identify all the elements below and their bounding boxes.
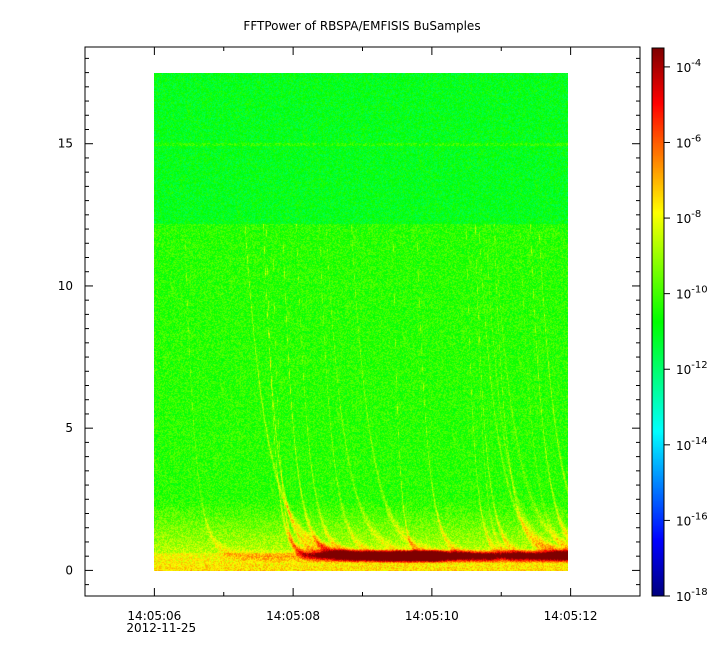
- chart-title: FFTPower of RBSPA/EMFISIS BuSamples: [243, 19, 480, 33]
- colorbar-tick-label: 10-10: [676, 285, 708, 302]
- x-tick-label: 14:05:10: [405, 609, 459, 623]
- colorbar-tick-label: 10-6: [676, 133, 701, 150]
- colorbar-axis: 10-18 10-16 10-14 10-12 10-10 10-8 10-6 10-4: [664, 58, 708, 604]
- y-tick-label: 0: [65, 563, 73, 577]
- colorbar-frame: [651, 47, 665, 597]
- spectrogram-image: [154, 73, 568, 571]
- colorbar-tick-label: 10-14: [676, 436, 708, 453]
- x-tick-label: 14:05:08: [266, 609, 320, 623]
- y-tick-label: 10: [58, 279, 73, 293]
- colorbar: [652, 48, 664, 596]
- colorbar-tick-label: 10-12: [676, 360, 708, 377]
- y-tick-label: 15: [58, 137, 73, 151]
- y-tick-label: 5: [65, 421, 73, 435]
- x-tick-label: 14:05:06: [127, 609, 181, 623]
- y-axis: 0 5 10 15: [58, 57, 640, 586]
- x-tick-label: 14:05:12: [544, 609, 598, 623]
- colorbar-tick-label: 10-16: [676, 511, 708, 528]
- colorbar-tick-label: 10-18: [676, 587, 708, 604]
- colorbar-tick-label: 10-8: [676, 209, 701, 226]
- x-tick-date-label: 2012-11-25: [126, 621, 196, 635]
- colorbar-tick-label: 10-4: [676, 58, 701, 75]
